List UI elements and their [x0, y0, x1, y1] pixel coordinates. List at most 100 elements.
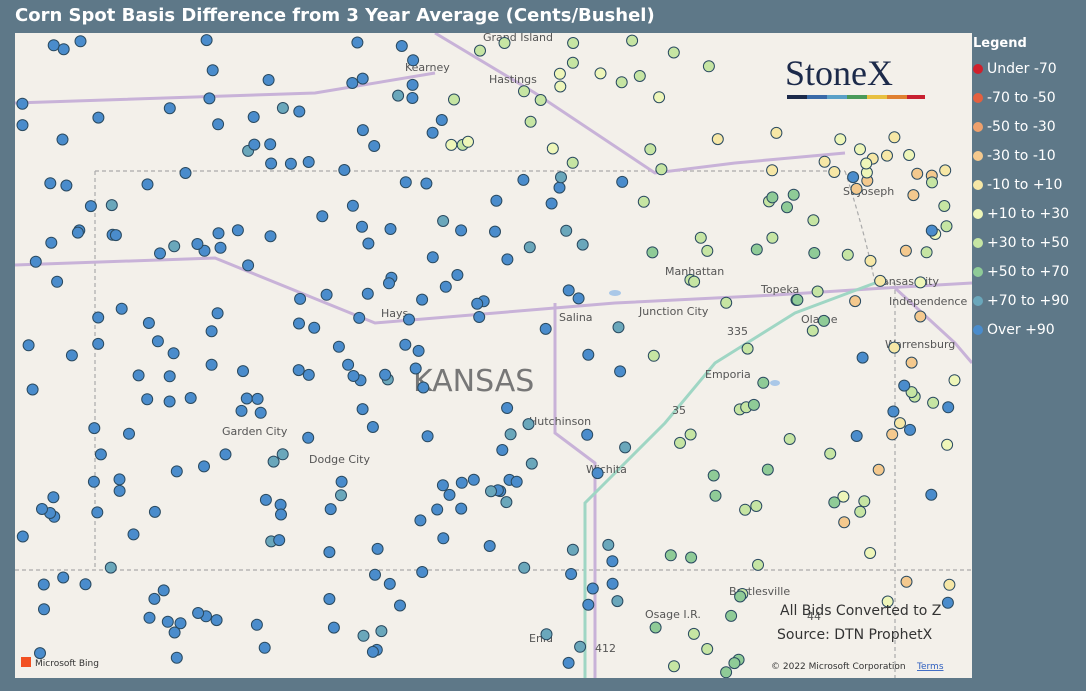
bid-location[interactable]	[262, 74, 275, 86]
bid-location[interactable]	[92, 337, 105, 350]
bid-location[interactable]	[435, 114, 448, 126]
bid-location[interactable]	[582, 348, 595, 361]
bid-location[interactable]	[84, 200, 97, 213]
bid-location[interactable]	[898, 379, 911, 392]
bid-location[interactable]	[886, 428, 899, 441]
bid-location[interactable]	[881, 149, 893, 162]
bid-location[interactable]	[335, 489, 347, 502]
bid-location[interactable]	[728, 657, 741, 670]
bid-location[interactable]	[646, 246, 659, 259]
bid-location[interactable]	[399, 338, 412, 351]
bid-location[interactable]	[616, 175, 629, 188]
bid-location[interactable]	[483, 540, 496, 552]
bid-location[interactable]	[338, 164, 351, 176]
bid-location[interactable]	[858, 495, 871, 508]
bid-location[interactable]	[148, 505, 161, 518]
bid-location[interactable]	[546, 142, 559, 155]
bid-location[interactable]	[302, 156, 315, 168]
bid-location[interactable]	[602, 538, 615, 551]
bid-location[interactable]	[247, 111, 260, 123]
bid-location[interactable]	[787, 188, 800, 201]
bid-location[interactable]	[38, 603, 50, 616]
bid-location[interactable]	[436, 479, 449, 492]
bid-location[interactable]	[874, 274, 887, 287]
bid-location[interactable]	[439, 280, 452, 293]
bid-location[interactable]	[854, 143, 866, 156]
bid-location[interactable]	[653, 91, 666, 104]
bid-location[interactable]	[371, 542, 384, 555]
bid-location[interactable]	[406, 92, 419, 104]
bid-location[interactable]	[757, 376, 770, 389]
legend-item[interactable]: -50 to -30	[973, 112, 1083, 141]
bid-location[interactable]	[210, 614, 223, 627]
bid-location[interactable]	[510, 475, 523, 488]
bid-location[interactable]	[214, 241, 227, 254]
bid-location[interactable]	[74, 35, 87, 48]
bid-location[interactable]	[586, 582, 599, 595]
bid-location[interactable]	[948, 374, 961, 387]
bid-location[interactable]	[294, 292, 307, 305]
bid-location[interactable]	[163, 370, 176, 383]
bid-location[interactable]	[847, 171, 860, 184]
bid-location[interactable]	[267, 455, 280, 468]
bid-location[interactable]	[248, 138, 261, 151]
legend-item[interactable]: +10 to +30	[973, 199, 1083, 228]
bid-location[interactable]	[501, 253, 514, 266]
bid-location[interactable]	[65, 349, 78, 362]
bid-location[interactable]	[168, 626, 181, 639]
bid-location[interactable]	[143, 611, 156, 624]
bid-location[interactable]	[242, 259, 255, 272]
bid-location[interactable]	[734, 590, 747, 603]
bid-location[interactable]	[407, 54, 420, 67]
bid-location[interactable]	[565, 568, 578, 580]
bid-location[interactable]	[637, 195, 650, 208]
bid-location[interactable]	[431, 503, 444, 516]
bid-location[interactable]	[644, 143, 657, 156]
bid-location[interactable]	[316, 210, 329, 223]
bid-location[interactable]	[250, 618, 263, 631]
bid-location[interactable]	[455, 224, 468, 237]
bid-location[interactable]	[562, 656, 575, 669]
bid-location[interactable]	[163, 395, 176, 408]
bid-location[interactable]	[157, 584, 170, 597]
bid-location[interactable]	[806, 324, 819, 337]
bid-location[interactable]	[251, 392, 264, 405]
legend-item[interactable]: +70 to +90	[973, 286, 1083, 315]
bid-location[interactable]	[887, 405, 900, 418]
bid-location[interactable]	[47, 39, 60, 52]
bid-location[interactable]	[739, 503, 752, 516]
bid-location[interactable]	[667, 46, 680, 59]
bid-location[interactable]	[818, 155, 831, 168]
bid-location[interactable]	[346, 77, 359, 89]
bid-location[interactable]	[940, 220, 953, 233]
bid-location[interactable]	[720, 296, 733, 309]
bid-location[interactable]	[501, 402, 514, 414]
bid-location[interactable]	[384, 223, 397, 235]
bid-location[interactable]	[356, 72, 369, 85]
bid-location[interactable]	[302, 431, 315, 444]
bid-location[interactable]	[711, 133, 724, 146]
bid-location[interactable]	[485, 485, 497, 498]
bid-location[interactable]	[750, 243, 763, 256]
bid-location[interactable]	[688, 275, 701, 288]
bid-location[interactable]	[668, 660, 680, 673]
bid-location[interactable]	[504, 428, 517, 441]
bid-location[interactable]	[941, 438, 954, 451]
bid-location[interactable]	[212, 118, 225, 131]
bid-location[interactable]	[555, 171, 567, 184]
bid-location[interactable]	[701, 643, 714, 655]
legend-item[interactable]: -30 to -10	[973, 141, 1083, 170]
bid-location[interactable]	[518, 561, 531, 574]
bid-location[interactable]	[920, 246, 933, 259]
bid-location[interactable]	[811, 285, 824, 298]
bid-location[interactable]	[369, 568, 381, 581]
bid-location[interactable]	[633, 70, 646, 82]
bid-location[interactable]	[914, 276, 927, 289]
bid-location[interactable]	[576, 238, 589, 251]
legend-item[interactable]: Under -70	[973, 54, 1083, 83]
bid-location[interactable]	[900, 575, 913, 588]
bid-location[interactable]	[219, 448, 232, 461]
bid-location[interactable]	[87, 475, 100, 488]
bid-location[interactable]	[259, 493, 272, 506]
bid-location[interactable]	[403, 313, 415, 326]
